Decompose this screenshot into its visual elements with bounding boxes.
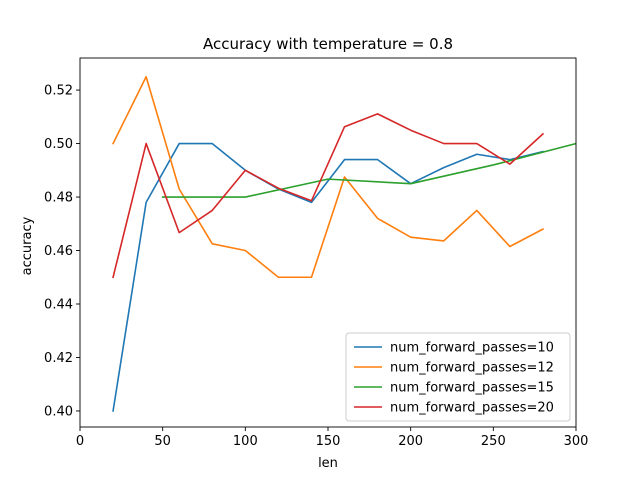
x-tick-label: 0 bbox=[76, 434, 84, 449]
y-tick-label: 0.46 bbox=[44, 244, 73, 259]
x-tick-label: 150 bbox=[316, 434, 341, 449]
legend-label-3: num_forward_passes=15 bbox=[390, 381, 554, 396]
legend: num_forward_passes=10 num_forward_passes=… bbox=[345, 332, 571, 422]
x-tick-label: 200 bbox=[398, 434, 423, 449]
legend-box bbox=[345, 332, 571, 422]
legend-label-1: num_forward_passes=10 bbox=[390, 341, 554, 356]
legend-label-4: num_forward_passes=20 bbox=[390, 401, 554, 416]
x-tick-label: 250 bbox=[481, 434, 506, 449]
y-tick-label: 0.44 bbox=[44, 298, 73, 313]
legend-label-2: num_forward_passes=12 bbox=[390, 361, 554, 376]
series-line-3 bbox=[161, 142, 576, 198]
series-line-4 bbox=[112, 113, 545, 279]
x-axis-label: len bbox=[318, 456, 338, 471]
x-tick-label: 300 bbox=[564, 434, 589, 449]
x-tick-label: 100 bbox=[233, 434, 258, 449]
x-tick-label: 50 bbox=[154, 434, 171, 449]
y-axis-label: accuracy bbox=[20, 216, 35, 275]
series-line-1 bbox=[112, 142, 544, 412]
chart-title: Accuracy with temperature = 0.8 bbox=[203, 35, 453, 53]
y-tick-label: 0.52 bbox=[44, 84, 73, 99]
series-lines bbox=[111, 75, 576, 412]
series-line-2 bbox=[111, 75, 545, 279]
y-tick-label: 0.42 bbox=[44, 351, 73, 366]
y-tick-label: 0.48 bbox=[44, 191, 73, 206]
y-tick-label: 0.40 bbox=[44, 404, 73, 419]
y-tick-label: 0.50 bbox=[44, 137, 73, 152]
plot-area: 0 50 100 150 200 250 300 0.40 0.42 0.44 0.46 0.48 0.… bbox=[44, 57, 589, 449]
